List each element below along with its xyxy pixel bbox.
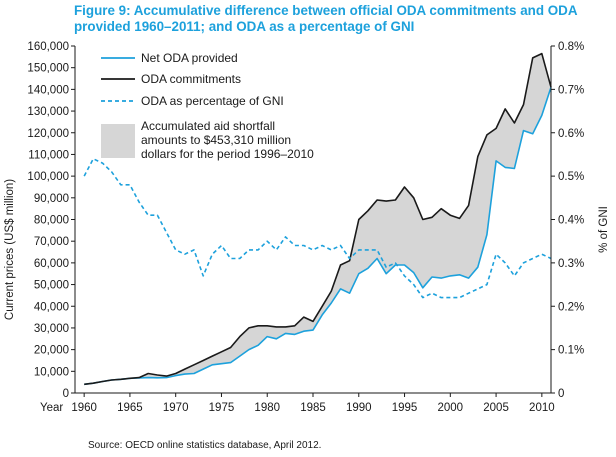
- x-tick-label: 1975: [209, 402, 235, 414]
- y-tick-label: 40,000: [34, 301, 69, 313]
- legend-label-area: Accumulated aid shortfall: [141, 119, 275, 133]
- y-tick-label: 60,000: [34, 258, 69, 270]
- y-tick-label: 80,000: [34, 215, 69, 227]
- x-tick-label: 1985: [300, 402, 326, 414]
- y2-axis-label: % of GNI: [598, 206, 610, 253]
- legend-label: Net ODA provided: [141, 51, 238, 65]
- y2-tick-label: 0.2%: [558, 301, 584, 313]
- y-tick-label: 120,000: [27, 128, 69, 140]
- y-tick-label: 130,000: [27, 106, 69, 118]
- y2-tick-label: 0: [558, 388, 564, 400]
- y-tick-label: 30,000: [34, 323, 69, 335]
- y-tick-label: 50,000: [34, 280, 69, 292]
- x-tick-label: 1990: [346, 402, 372, 414]
- y-tick-label: 0: [63, 388, 69, 400]
- series-line-oda-commitments: [84, 52, 552, 386]
- x-tick-label: 1995: [392, 402, 418, 414]
- y-axis-label: Current prices (US$ million): [4, 179, 16, 320]
- axes-layer: 0 10,000 20,000 30,000 40,000 50,000 60,000 70,…: [4, 41, 610, 414]
- legend-label-area: dollars for the period 1996–2010: [141, 147, 314, 161]
- shortfall-area: [84, 53, 551, 385]
- legend-label: ODA commitments: [141, 72, 241, 86]
- legend-label: ODA as percentage of GNI: [141, 94, 284, 108]
- y-tick-label: 160,000: [27, 41, 69, 53]
- x-tick-label: 1965: [117, 402, 143, 414]
- series-lines-layer: [83, 52, 552, 386]
- legend-swatch-area: [101, 124, 135, 158]
- y-tick-label: 140,000: [27, 84, 69, 96]
- y-tick-label: 90,000: [34, 193, 69, 205]
- y2-tick-label: 0.4%: [558, 215, 584, 227]
- x-tick-label: 2000: [438, 402, 464, 414]
- x-tick-label: 2005: [483, 402, 509, 414]
- y-tick-label: 10,000: [34, 366, 69, 378]
- y-tick-label: 70,000: [34, 236, 69, 248]
- y2-tick-label: 0.3%: [558, 258, 584, 270]
- y2-tick-label: 0.7%: [558, 84, 584, 96]
- x-tick-label: 2010: [529, 402, 555, 414]
- series-line-net-oda-provided: [84, 86, 552, 386]
- y-tick-label: 20,000: [34, 345, 69, 357]
- y-tick-label: 150,000: [27, 63, 69, 75]
- legend-label-area: amounts to $453,310 million: [141, 133, 291, 147]
- y-tick-label: 110,000: [28, 149, 69, 161]
- x-tick-label: 1980: [254, 402, 280, 414]
- x-tick-label: 1960: [71, 402, 97, 414]
- chart-source: Source: OECD online statistics database,…: [88, 440, 322, 451]
- y2-tick-label: 0.8%: [558, 41, 584, 53]
- series-line-oda-as-percentage-of-gni: [83, 158, 552, 299]
- x-axis-label: Year: [40, 402, 63, 414]
- y2-tick-label: 0.1%: [558, 345, 584, 357]
- y-tick-label: 100,000: [27, 171, 69, 183]
- shortfall-area-layer: [84, 53, 551, 385]
- chart-title: Figure 9: Accumulative difference betwee…: [74, 3, 577, 34]
- x-tick-label: 1970: [163, 402, 189, 414]
- y2-tick-label: 0.6%: [558, 128, 584, 140]
- y2-tick-label: 0.5%: [558, 171, 584, 183]
- legend: Net ODA provided ODA commitments ODA as pe…: [101, 51, 314, 161]
